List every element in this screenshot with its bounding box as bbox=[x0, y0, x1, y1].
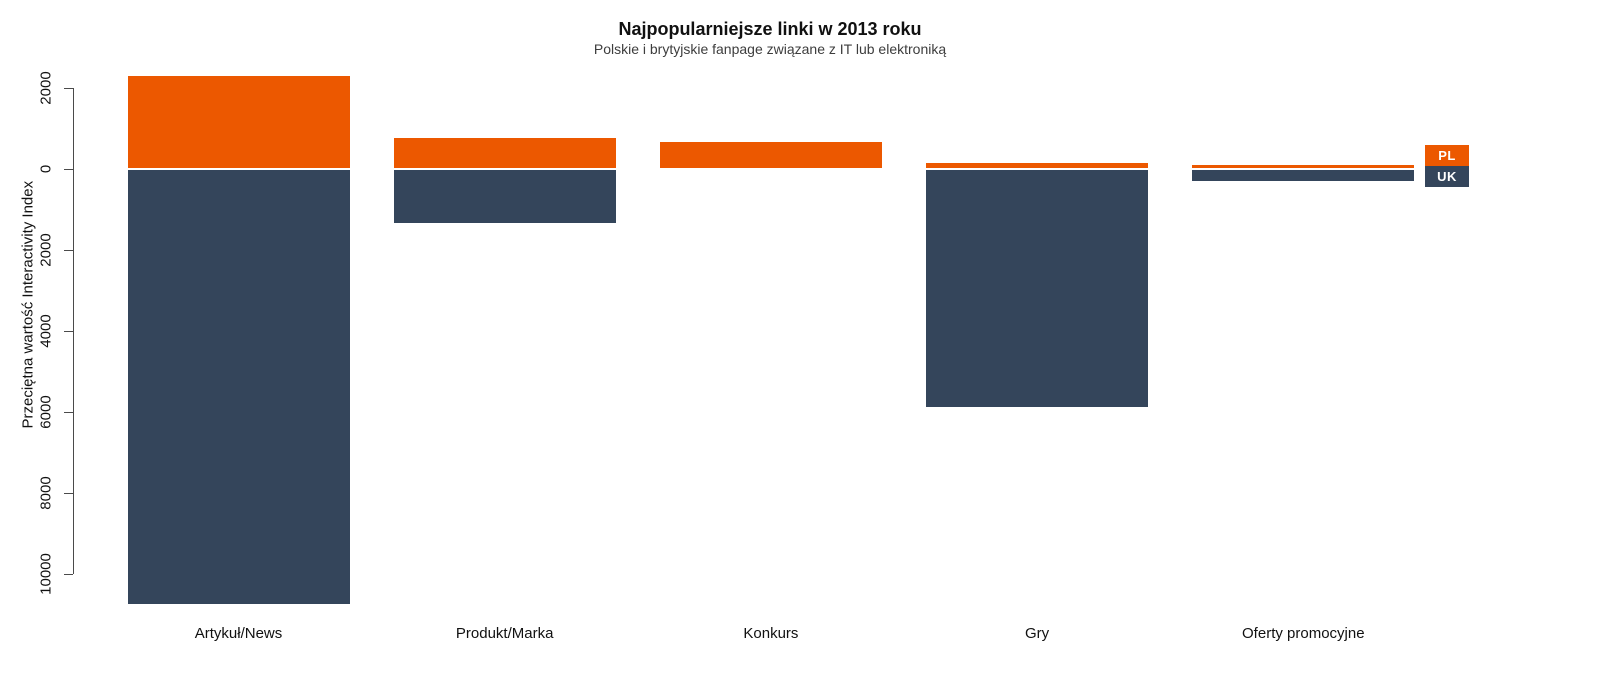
chart-subtitle: Polskie i brytyjskie fanpage związane z … bbox=[593, 41, 947, 57]
x-axis-category-label: Konkurs bbox=[743, 625, 799, 642]
y-axis-tick bbox=[64, 574, 73, 575]
y-axis-tick bbox=[64, 331, 73, 332]
y-axis-tick-label: 6000 bbox=[37, 395, 55, 429]
chart-title: Najpopularniejsze linki w 2013 roku bbox=[618, 19, 922, 39]
bar-uk-2 bbox=[393, 170, 616, 224]
y-axis-tick bbox=[64, 412, 73, 413]
bar-pl-2 bbox=[393, 138, 616, 168]
y-axis-tick bbox=[64, 88, 73, 89]
legend-label-uk: UK bbox=[1437, 169, 1457, 184]
y-axis-line bbox=[73, 88, 74, 574]
legend: PL UK bbox=[1425, 145, 1469, 187]
bar-pl-3 bbox=[659, 142, 882, 168]
bar-pl-1 bbox=[127, 75, 350, 168]
bar-uk-1 bbox=[127, 170, 350, 605]
bar-uk-5 bbox=[1192, 170, 1415, 181]
y-axis-tick-label: 4000 bbox=[37, 314, 55, 348]
bar-uk-4 bbox=[926, 170, 1149, 407]
y-axis-tick bbox=[64, 169, 73, 170]
x-axis-category-label: Produkt/Marka bbox=[455, 625, 554, 642]
y-axis-label: Przeciętna wartość Interactivity Index bbox=[19, 180, 37, 429]
bar-pl-5 bbox=[1192, 164, 1415, 168]
y-axis-tick bbox=[64, 250, 73, 251]
legend-item-pl: PL bbox=[1425, 145, 1469, 166]
y-axis-tick-label: 8000 bbox=[37, 476, 55, 510]
y-axis-tick-label: 2000 bbox=[37, 71, 55, 105]
x-axis-category-label: Oferty promocyjne bbox=[1242, 625, 1365, 642]
y-axis-tick-label: 0 bbox=[37, 164, 55, 174]
y-axis-tick-label: 2000 bbox=[37, 233, 55, 267]
legend-item-uk: UK bbox=[1425, 166, 1469, 187]
bar-pl-4 bbox=[926, 162, 1149, 168]
x-axis-category-label: Artykuł/News bbox=[194, 625, 283, 642]
y-axis-tick bbox=[64, 493, 73, 494]
y-axis-tick-label: 10000 bbox=[37, 553, 55, 595]
x-axis-category-label: Gry bbox=[1025, 625, 1050, 642]
legend-label-pl: PL bbox=[1438, 148, 1456, 163]
